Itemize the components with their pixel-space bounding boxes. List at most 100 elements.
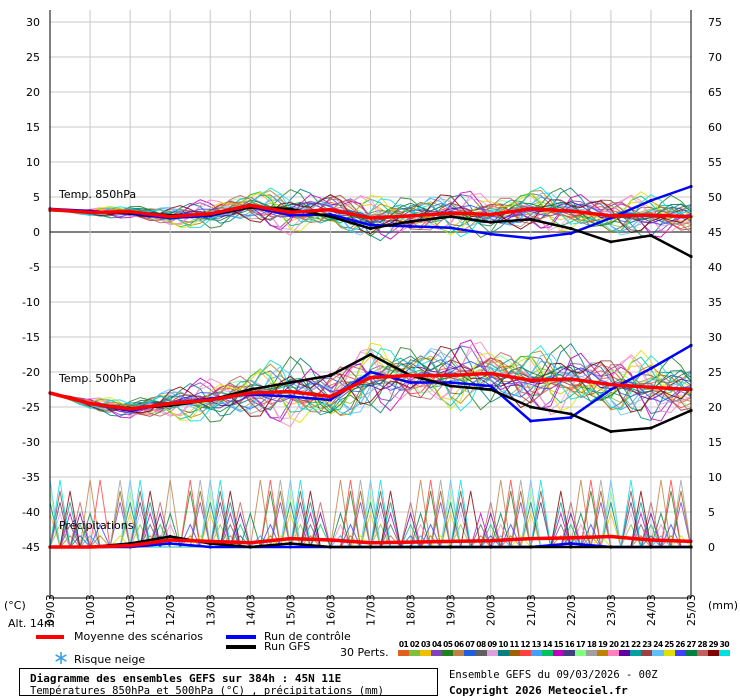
series-point-t500 [569,415,573,420]
right-tick-label: 45 [708,226,722,239]
series-point-t500 [368,376,373,380]
perturbation-swatch [663,650,675,656]
perturbation-line [49,199,692,227]
series-point-t850 [408,219,413,224]
perturbation-number: 04 [432,640,442,649]
series-point-t500 [529,419,533,423]
perturbation-swatch [552,650,564,656]
right-tick-label: 15 [708,436,722,449]
series-point-precip [529,545,533,549]
series-point-t850 [489,212,493,217]
perturbation-line [49,194,692,233]
series-point-t500 [288,394,292,399]
left-tick-label: -25 [22,401,40,414]
series-point-t850 [368,226,373,231]
right-tick-label: 30 [708,331,722,344]
perturbation-swatch [597,650,609,656]
left-tick-label: 15 [26,121,40,134]
series-point-precip [609,534,613,539]
perturbation-number: 26 [675,640,685,649]
series-point-t850 [569,226,573,231]
main-series-lines [48,184,693,549]
perturbation-swatch [442,650,454,656]
left-tick-label: -40 [22,506,40,519]
perturbation-swatch [508,650,520,656]
left-tick-label: -35 [22,471,40,484]
perturbation-swatch [674,650,686,656]
series-point-t500 [609,383,613,387]
series-point-t500 [569,412,573,416]
series-point-t500 [489,371,493,375]
date-tick-label: 25/03 [685,594,698,626]
series-point-t500 [489,384,493,388]
perturbation-number: 08 [476,640,486,649]
date-tick-label: 14/03 [244,594,257,626]
perturbation-swatch [530,650,542,656]
series-point-t850 [449,226,453,230]
date-tick-label: 18/03 [405,594,418,626]
perturbation-swatch [619,650,631,656]
series-point-t850 [368,223,373,227]
legend-gfs-line [226,645,256,649]
label-temp-500: Temp. 500hPa [58,372,136,385]
legend-snow-label: Risque neige [74,653,146,666]
series-point-t850 [489,220,493,224]
perturbation-swatch [608,650,620,656]
series-point-precip [128,544,132,548]
series-point-t500 [609,429,613,434]
chart-subtitle: Températures 850hPa et 500hPa (°C) , pré… [30,685,385,697]
series-point-t500 [529,405,533,409]
series-point-t850 [288,207,292,211]
series-point-precip [449,539,453,544]
series-point-t850 [408,224,413,228]
series-point-t500 [288,380,292,385]
perturbation-number: 11 [509,640,519,649]
right-tick-label: 65 [708,86,722,99]
perturbation-number: 19 [597,640,608,649]
perturbation-swatch [696,650,708,656]
series-point-t500 [248,391,252,395]
right-tick-label: 75 [708,16,722,29]
perturbation-swatch [586,650,598,656]
series-point-t850 [569,231,573,235]
legend-gfs-label: Run GFS [264,640,311,653]
perturbation-number: 28 [697,640,708,649]
series-point-t850 [248,203,252,207]
right-tick-label: 55 [708,156,722,169]
series-point-t850 [569,209,573,213]
perturbation-number: 02 [409,640,420,649]
series-point-precip [408,540,413,544]
series-point-t500 [609,387,613,392]
series-point-t500 [168,401,172,406]
date-tick-label: 15/03 [284,594,297,626]
perturbation-line [49,355,692,414]
perturbation-number: 01 [398,640,409,649]
series-point-t850 [449,211,453,215]
series-point-t850 [529,207,533,211]
left-tick-label: -15 [22,331,40,344]
perturbation-number-row: 01 02 03 04 05 06 07 08 09 10 11 12 13 14 15 16 17 18 19 20… [398,640,730,649]
series-point-t850 [649,213,653,217]
perturbation-line [49,355,692,414]
series-point-precip [408,545,413,549]
altitude-label: Alt. 14m [8,617,55,630]
series-point-t500 [328,398,333,402]
left-tick-label: 25 [26,51,40,64]
series-point-t850 [368,216,373,220]
series-point-t850 [609,214,613,218]
perturbation-number: 05 [443,640,453,649]
perturbation-number: 12 [520,640,531,649]
perturbation-swatch [464,650,476,656]
right-tick-label: 40 [708,261,722,274]
perturbation-line [49,364,692,412]
series-point-precip [328,538,333,542]
series-point-precip [649,538,653,542]
series-point-t500 [328,394,333,399]
series-point-t850 [88,210,92,214]
left-tick-label: 10 [26,156,40,169]
series-point-precip [649,545,653,549]
date-tick-label: 12/03 [164,594,177,626]
perturbation-swatch [541,650,553,656]
legend-mean-line [36,635,64,639]
perturbation-swatch [652,650,664,656]
